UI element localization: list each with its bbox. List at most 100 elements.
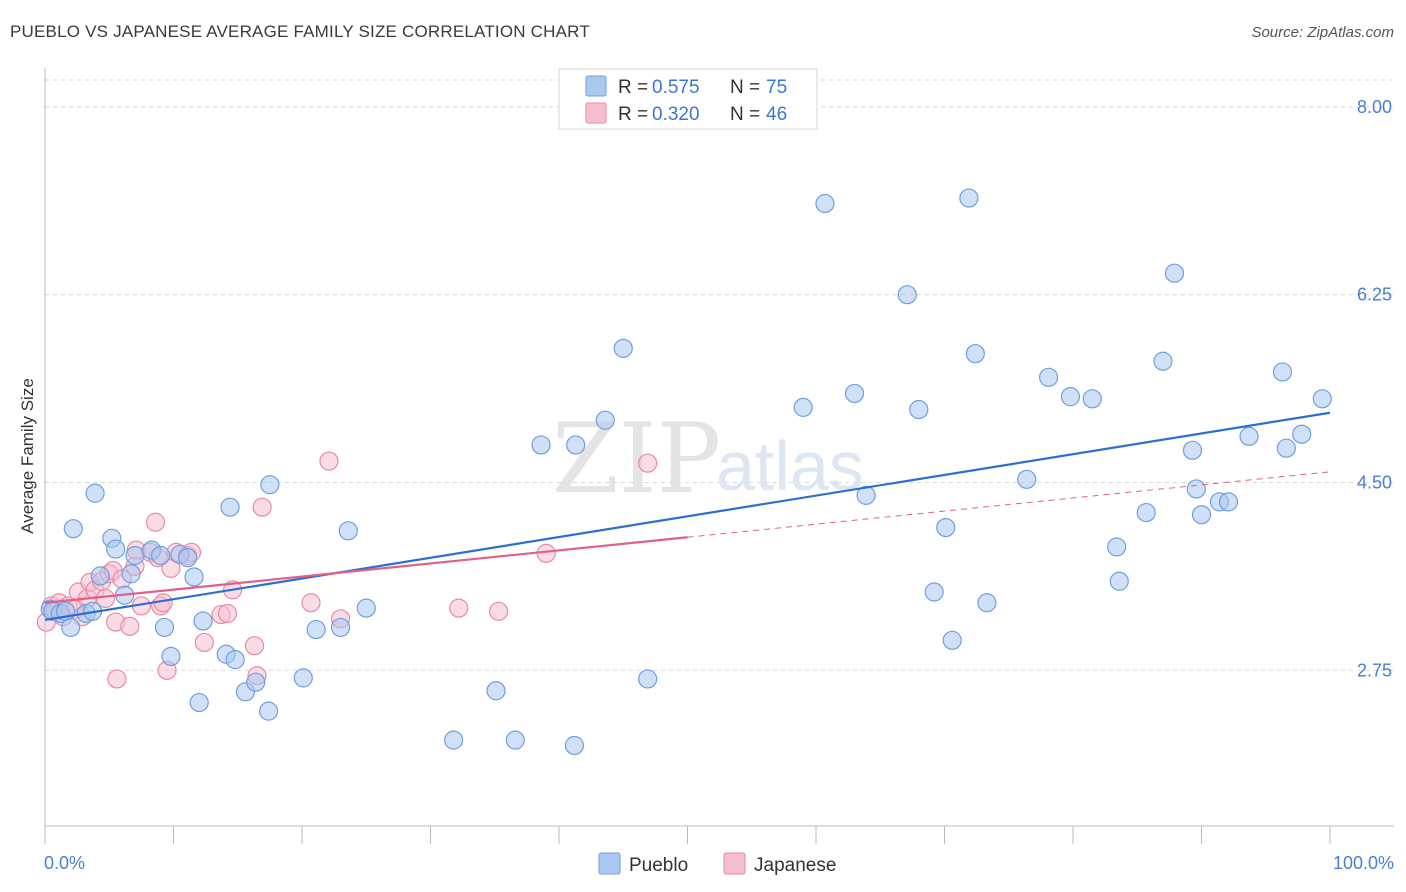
y-tick-label: 6.25 [1357,285,1392,305]
pueblo-point [897,285,917,305]
pueblo-point [1109,571,1129,591]
pueblo-point [184,567,204,587]
japanese-point [489,601,509,621]
watermark-zip: ZIP [552,403,721,515]
pueblo-point [924,582,944,602]
japanese-trend-line [44,536,688,604]
pueblo-point [1239,426,1259,446]
pueblo-points [40,188,1332,756]
japanese-point [107,669,127,689]
source-label: Source: ZipAtlas.com [1251,24,1394,41]
pueblo-point [61,617,81,638]
y-tick-labels: 2.75 4.50 6.25 8.00 [1357,97,1392,681]
legend-swatch-pueblo [585,75,607,97]
pueblo-point [193,611,213,631]
pueblo-point [531,435,551,455]
legend-r-value-japanese: 0.320 [652,104,700,125]
legend-r-label-pueblo: R = [618,77,648,98]
pueblo-point [1060,387,1081,407]
bottom-legend-label-pueblo: Pueblo [629,855,688,876]
axes [44,68,1394,844]
pueblo-point [258,701,279,721]
pueblo-point [189,692,209,713]
pueblo-point [1191,505,1212,525]
legend-r-label-japanese: R = [618,104,648,125]
pueblo-point [486,681,506,701]
pueblo-point [85,483,105,503]
pueblo-point [306,619,326,640]
japanese-point [449,598,469,618]
x-tick-min: 0.0% [44,853,85,873]
pueblo-point [909,399,929,420]
pueblo-point [1218,492,1239,512]
japanese-point [217,603,238,624]
pueblo-point [260,475,280,495]
pueblo-point [106,539,126,559]
pueblo-point [1182,440,1203,460]
pueblo-point [1153,351,1173,371]
bottom-legend-swatch-pueblo [598,852,621,875]
japanese-point [145,512,166,532]
pueblo-point [121,564,141,584]
pueblo-point [1136,502,1156,523]
pueblo-point [1164,263,1185,283]
y-axis-label: Average Family Size [18,378,37,534]
bottom-legend-swatch-japanese [723,852,746,875]
pueblo-point [936,517,956,538]
pueblo-point [1272,362,1293,382]
pueblo-point [613,338,633,358]
pueblo-point [151,545,171,566]
pueblo-point [1017,469,1037,489]
pueblo-point [161,646,181,667]
pueblo-point [1312,389,1332,409]
legend: R = 0.575 N = 75 R = 0.320 N = 46 [558,68,818,130]
japanese-point [244,636,265,656]
pueblo-point [1292,424,1312,444]
pueblo-point [844,383,865,404]
pueblo-point [293,668,313,688]
pueblo-point [125,545,145,566]
pueblo-point [225,650,245,670]
pueblo-point [178,548,198,568]
legend-r-value-pueblo: 0.575 [652,77,700,98]
japanese-point [319,451,339,471]
legend-n-value-japanese: 46 [766,104,787,125]
x-tick-max: 100.0% [1333,853,1394,873]
bottom-legend: Pueblo Japanese [598,852,836,876]
pueblo-point [505,730,525,750]
japanese-point [120,616,140,636]
pueblo-point [793,397,813,417]
japanese-point [301,593,321,613]
pueblo-point [356,598,376,618]
pueblo-point [330,617,351,638]
pueblo-point [965,344,985,364]
watermark-atlas: atlas [716,427,864,505]
pueblo-point [1276,438,1296,458]
japanese-point [638,453,658,473]
japanese-point [194,632,214,653]
pueblo-point [444,730,464,750]
y-tick-label: 4.50 [1357,473,1392,493]
pueblo-point [246,672,266,692]
pueblo-point [1186,479,1206,499]
pueblo-point [1107,537,1127,557]
pueblo-point [220,497,240,517]
bottom-legend-label-japanese: Japanese [754,855,836,876]
pueblo-point [63,519,83,539]
pueblo-point [942,630,962,650]
pueblo-point [1038,367,1059,387]
legend-n-label-japanese: N = [730,104,760,125]
pueblo-point [959,188,979,208]
pueblo-point [90,566,110,586]
japanese-point [252,497,272,517]
y-tick-label: 8.00 [1357,97,1392,117]
legend-swatch-japanese [585,102,607,124]
legend-n-label-pueblo: N = [730,77,760,98]
pueblo-point [1082,389,1102,409]
pueblo-point [815,193,835,214]
y-tick-label: 2.75 [1357,660,1392,680]
pueblo-point [638,669,658,689]
pueblo-point [856,485,876,505]
pueblo-point [566,435,586,455]
